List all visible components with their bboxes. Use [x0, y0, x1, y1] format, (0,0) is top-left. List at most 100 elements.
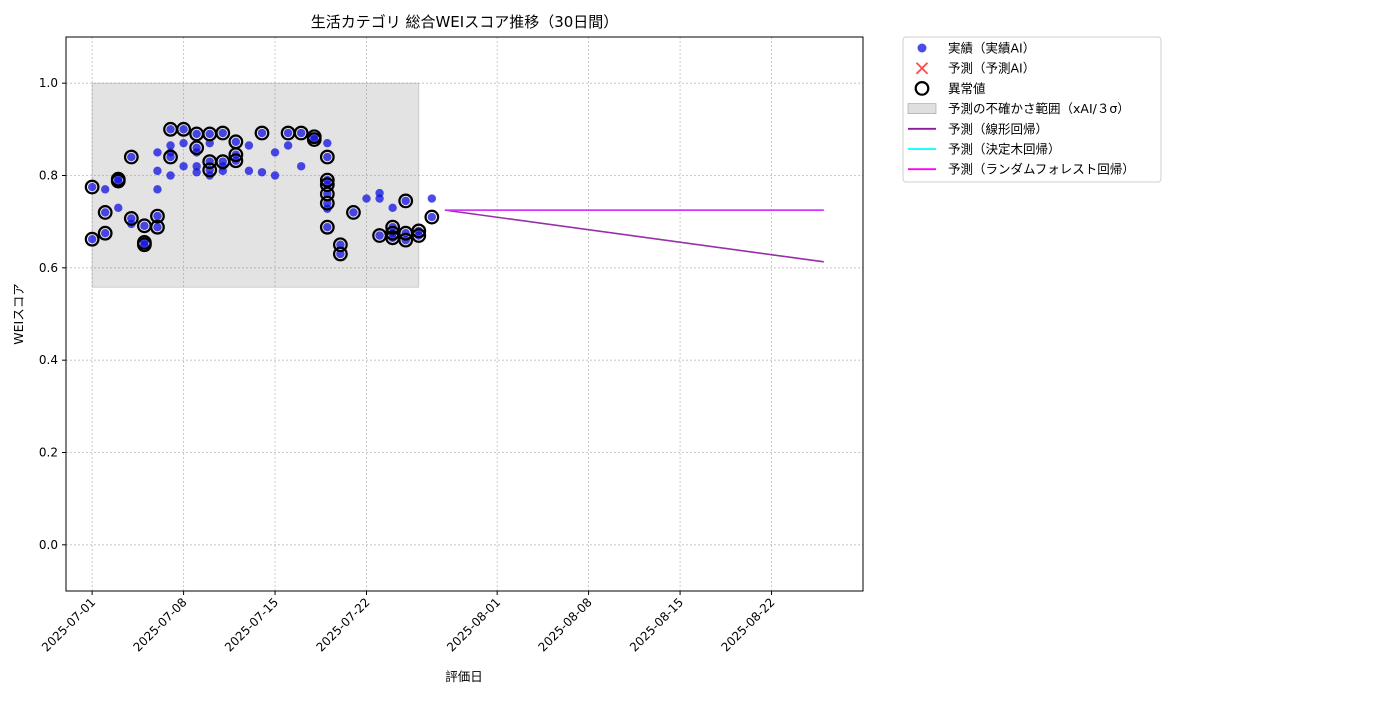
- actual-point: [153, 223, 162, 232]
- anomaly-marker: [97, 225, 113, 241]
- actual-point: [140, 221, 149, 231]
- actual-point: [127, 152, 136, 162]
- actual-point: [244, 166, 254, 176]
- anomaly-marker: [150, 208, 165, 224]
- legend-label: 予測の不確かさ範囲（xAI/３σ）: [948, 101, 1130, 116]
- x-tick-label: 2025-08-22: [718, 595, 777, 654]
- anomaly-marker: [215, 125, 231, 141]
- legend-item: 予測（決定木回帰）: [908, 142, 1061, 157]
- anomaly-markers-layer: [84, 121, 440, 262]
- legend-label: 異常値: [948, 81, 986, 96]
- legend-item: 予測（予測AI）: [915, 61, 1035, 76]
- actual-point: [283, 128, 293, 138]
- actual-point: [270, 148, 280, 157]
- actual-point: [100, 229, 110, 238]
- anomaly-marker: [411, 228, 427, 243]
- x-tick-label: 2025-07-01: [39, 595, 98, 654]
- actual-point: [166, 125, 175, 134]
- legend-item: 予測（線形回帰）: [908, 121, 1048, 136]
- anomaly-marker: [319, 149, 335, 165]
- x-tick-label: 2025-07-15: [222, 595, 281, 654]
- anomaly-marker: [228, 153, 244, 169]
- anomaly-marker: [84, 179, 100, 195]
- actual-point: [388, 203, 397, 213]
- forecast-lines-layer: [444, 209, 824, 263]
- anomaly-marker: [176, 121, 191, 137]
- anomaly-marker: [136, 237, 152, 253]
- anomaly-marker: [202, 162, 218, 178]
- actual-point: [257, 128, 267, 138]
- anomaly-marker: [398, 193, 414, 209]
- actual-point: [218, 166, 227, 176]
- actual-point: [179, 138, 188, 148]
- legend-marker-band: [907, 103, 937, 114]
- y-tick-label: 1.0: [39, 76, 58, 90]
- actual-point: [100, 208, 110, 217]
- actual-point: [362, 194, 371, 203]
- anomaly-marker: [319, 195, 335, 211]
- anomaly-marker: [228, 147, 244, 163]
- legend-marker-dot: [917, 43, 927, 53]
- anomaly-marker: [254, 125, 270, 141]
- actual-point: [153, 148, 162, 157]
- actual-point: [153, 185, 162, 194]
- actual-point: [323, 223, 332, 232]
- actual-point: [179, 162, 188, 171]
- actual-point: [375, 231, 384, 240]
- actual-point: [336, 249, 345, 259]
- actual-point: [87, 182, 97, 192]
- anomaly-marker: [123, 149, 139, 165]
- actual-point: [296, 128, 306, 138]
- anomaly-marker: [189, 140, 205, 156]
- anomaly-marker: [424, 209, 440, 225]
- actual-point: [283, 141, 293, 150]
- actual-point: [87, 235, 97, 244]
- actual-point: [153, 166, 162, 176]
- plot-frame: [65, 36, 864, 592]
- legend-box: [902, 36, 1162, 183]
- anomaly-marker: [306, 132, 322, 147]
- actual-point: [427, 194, 437, 203]
- legend-item: 予測（ランダムフォレスト回帰）: [908, 162, 1135, 177]
- anomaly-marker: [84, 231, 100, 247]
- forecast-line-0: [444, 209, 824, 263]
- actual-point: [244, 141, 254, 150]
- anomaly-marker: [110, 173, 126, 189]
- legend-item: 異常値: [914, 80, 986, 96]
- actual-point: [192, 168, 201, 177]
- actual-point: [270, 171, 280, 180]
- actual-point: [114, 176, 123, 186]
- actual-point: [231, 137, 241, 146]
- actual-point: [114, 203, 123, 213]
- anomaly-marker: [97, 205, 113, 220]
- anomaly-marker: [150, 219, 165, 235]
- actual-point: [336, 240, 345, 249]
- actual-point: [218, 157, 227, 166]
- legend-label: 実績（実績AI）: [948, 41, 1035, 56]
- legend-item: 予測の不確かさ範囲（xAI/３σ）: [907, 101, 1130, 116]
- grid: [66, 37, 863, 591]
- actual-point: [166, 152, 175, 162]
- anomaly-marker: [398, 232, 414, 248]
- actual-point: [218, 128, 227, 138]
- x-tick-label: 2025-07-22: [313, 595, 372, 654]
- actual-point: [401, 196, 410, 206]
- anomaly-marker: [346, 205, 361, 220]
- actual-point: [349, 208, 358, 217]
- actual-point: [205, 129, 214, 139]
- x-axis-ticks: 2025-07-01 2025-07-08 2025-07-15 2025-07-22…: [39, 591, 778, 654]
- anomaly-marker: [123, 211, 139, 226]
- actual-point: [153, 211, 162, 221]
- uncertainty-band-layer: [91, 82, 420, 288]
- y-tick-label: 0.4: [39, 353, 58, 367]
- legend-marker-ring: [914, 80, 930, 96]
- actual-point: [192, 129, 201, 139]
- actual-point: [205, 138, 214, 148]
- legend-label: 予測（線形回帰）: [948, 121, 1048, 136]
- actual-point: [192, 162, 201, 171]
- y-tick-label: 0.2: [39, 446, 58, 460]
- anomaly-marker: [319, 186, 335, 202]
